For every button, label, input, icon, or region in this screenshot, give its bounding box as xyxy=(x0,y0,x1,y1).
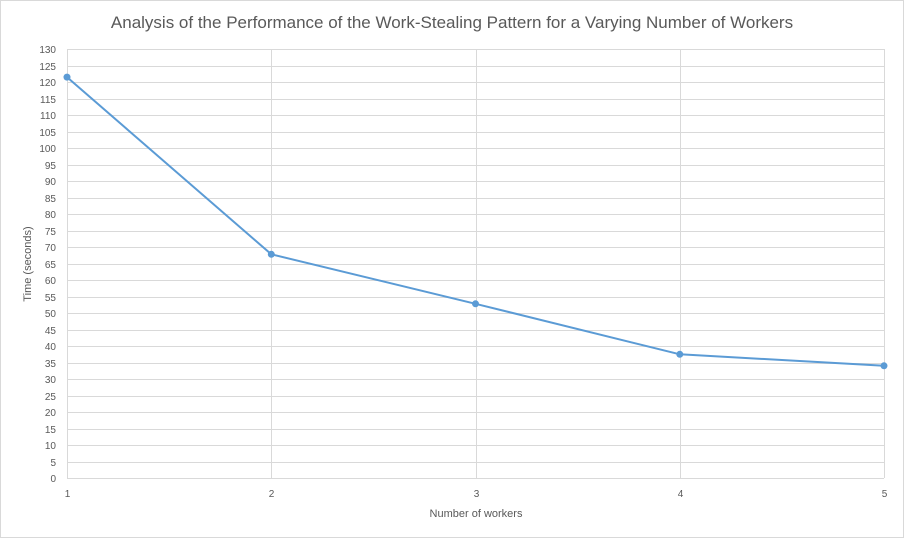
y-tick-label: 65 xyxy=(45,260,57,271)
data-point xyxy=(472,300,479,308)
data-point xyxy=(880,362,888,370)
x-tick-label: 3 xyxy=(474,489,480,500)
y-tick-label: 105 xyxy=(39,128,56,139)
y-tick-label: 25 xyxy=(45,392,57,403)
y-tick-label: 45 xyxy=(45,326,57,337)
x-tick-label: 1 xyxy=(65,489,71,500)
y-tick-label: 110 xyxy=(40,111,56,122)
y-tick-label: 100 xyxy=(39,144,56,155)
x-tick-label: 5 xyxy=(882,489,888,500)
y-axis-label: Time (seconds) xyxy=(22,226,34,301)
x-axis-ticks: 1 2 3 4 5 xyxy=(65,489,888,500)
y-tick-label: 75 xyxy=(45,227,57,238)
y-tick-label: 10 xyxy=(45,441,57,452)
x-tick-label: 2 xyxy=(269,489,275,500)
y-tick-label: 115 xyxy=(40,95,56,106)
y-tick-label: 35 xyxy=(45,359,57,370)
y-tick-label: 95 xyxy=(45,161,57,172)
y-tick-label: 85 xyxy=(45,194,57,205)
y-axis-ticks: 0 5 10 15 20 25 30 35 40 45 50 55 60 65 70 75 80 85 90 95 10… xyxy=(39,45,56,485)
y-tick-label: 20 xyxy=(45,408,57,419)
y-tick-label: 125 xyxy=(39,62,56,73)
chart-title: Analysis of the Performance of the Work-… xyxy=(111,13,793,32)
y-tick-label: 0 xyxy=(50,474,56,485)
x-axis-label: Number of workers xyxy=(430,508,523,520)
data-point xyxy=(676,350,684,358)
y-tick-label: 40 xyxy=(45,342,57,353)
x-tick-label: 4 xyxy=(678,489,684,500)
y-tick-label: 90 xyxy=(45,177,57,188)
series-line xyxy=(66,76,885,367)
y-tick-label: 70 xyxy=(45,243,57,254)
y-tick-label: 120 xyxy=(39,78,56,89)
data-point xyxy=(63,73,71,81)
y-tick-label: 130 xyxy=(39,45,56,56)
y-tick-label: 30 xyxy=(45,375,57,386)
y-tick-label: 50 xyxy=(45,309,57,320)
y-tick-label: 15 xyxy=(45,425,57,436)
data-point xyxy=(267,250,275,258)
y-tick-label: 55 xyxy=(45,293,57,304)
gridlines xyxy=(67,49,885,479)
y-tick-label: 80 xyxy=(45,210,57,221)
y-tick-label: 5 xyxy=(50,458,56,469)
series-layer xyxy=(63,73,888,370)
y-tick-label: 60 xyxy=(45,276,57,287)
